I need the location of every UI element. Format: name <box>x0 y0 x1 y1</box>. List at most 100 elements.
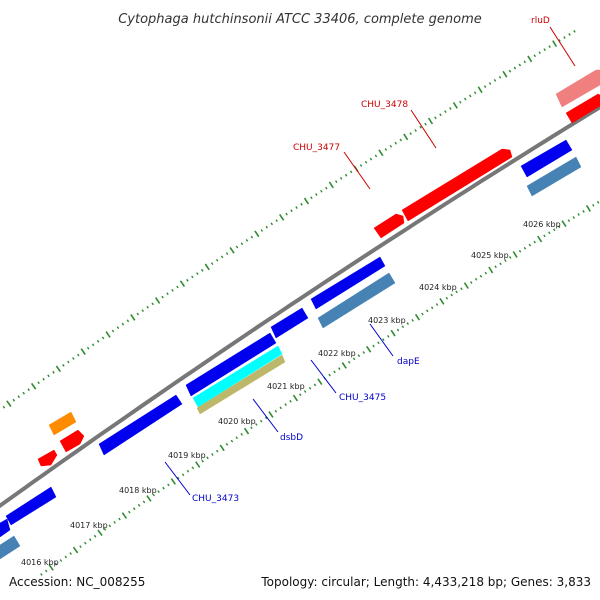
gene-reverse-11[interactable] <box>526 156 582 197</box>
minor-tick <box>69 552 72 555</box>
major-tick <box>452 101 458 109</box>
minor-tick <box>533 54 536 58</box>
minor-tick <box>108 524 112 528</box>
minor-tick <box>210 262 214 266</box>
minor-tick <box>285 212 288 216</box>
minor-tick <box>101 336 105 340</box>
minor-tick <box>77 353 80 357</box>
scale-label-4022: 4022 kbp <box>318 349 356 358</box>
gene-label-dsbd[interactable]: dsbD <box>280 433 303 443</box>
gene-reverse-7[interactable] <box>185 332 277 397</box>
minor-tick <box>369 157 373 161</box>
minor-tick <box>533 240 536 244</box>
genome-summary-text: Topology: circular; Length: 4,433,218 bp… <box>260 575 591 589</box>
minor-tick <box>299 393 302 397</box>
gene-reverse-6[interactable] <box>196 354 286 415</box>
scale-label-4020: 4020 kbp <box>218 417 256 426</box>
major-tick <box>170 478 176 485</box>
minor-tick <box>59 559 63 562</box>
minor-tick <box>270 222 273 226</box>
minor-tick <box>434 116 437 120</box>
minor-tick <box>445 296 449 300</box>
major-tick <box>403 133 409 141</box>
gene-forward-3[interactable] <box>59 429 85 453</box>
gene-forward-2[interactable] <box>48 411 77 436</box>
gene-label-chu3477[interactable]: CHU_3477 <box>293 143 340 153</box>
gene-label-dape[interactable]: dapE <box>397 357 420 367</box>
gene-reverse-12[interactable] <box>520 139 573 178</box>
minor-tick <box>538 51 541 55</box>
major-tick <box>30 382 37 390</box>
minor-tick <box>359 164 363 167</box>
minor-tick <box>259 419 263 423</box>
minor-tick <box>220 255 224 259</box>
minor-tick <box>333 370 336 374</box>
minor-tick <box>240 432 243 436</box>
gene-reverse-5[interactable] <box>192 345 283 408</box>
leader-line-rlud <box>549 26 576 67</box>
major-tick <box>55 365 62 373</box>
gene-forward-1[interactable] <box>37 449 58 467</box>
minor-tick <box>27 388 30 392</box>
minor-tick <box>191 275 194 279</box>
gene-reverse-3[interactable] <box>5 486 57 526</box>
major-tick <box>219 444 225 452</box>
major-tick <box>502 70 508 78</box>
minor-tick <box>62 363 65 367</box>
gene-reverse-9[interactable] <box>317 272 396 329</box>
gene-label-rlud[interactable]: rluD <box>531 16 550 26</box>
minor-tick <box>523 246 527 250</box>
minor-tick <box>421 312 424 316</box>
minor-tick <box>128 510 131 514</box>
minor-tick <box>235 436 239 440</box>
minor-tick <box>264 416 268 420</box>
major-tick <box>537 235 543 243</box>
minor-tick <box>494 265 497 269</box>
minor-tick <box>409 132 412 135</box>
minor-tick <box>548 231 551 235</box>
minor-tick <box>377 341 380 345</box>
scale-label-4019: 4019 kbp <box>168 451 206 460</box>
minor-tick <box>86 346 90 350</box>
minor-tick <box>389 144 393 148</box>
gene-reverse-4[interactable] <box>98 394 183 456</box>
major-tick <box>292 394 299 402</box>
gene-label-chu3478[interactable]: CHU_3478 <box>361 100 408 110</box>
gene-forward-5[interactable] <box>401 148 513 222</box>
major-tick <box>6 400 12 407</box>
major-tick <box>279 213 285 221</box>
minor-tick <box>450 293 453 297</box>
leader-line-dape <box>369 323 394 357</box>
minor-tick <box>265 225 268 229</box>
forward-tick-track <box>0 30 576 412</box>
gene-reverse-8[interactable] <box>270 307 309 339</box>
major-tick <box>303 197 310 205</box>
minor-tick <box>557 225 561 229</box>
minor-tick <box>215 258 219 262</box>
minor-tick <box>250 426 253 430</box>
scale-label-4021: 4021 kbp <box>267 382 305 391</box>
minor-tick <box>141 309 144 312</box>
gene-label-chu3475[interactable]: CHU_3475 <box>339 393 386 403</box>
minor-tick <box>372 344 375 348</box>
minor-tick <box>568 33 571 36</box>
gene-forward-7[interactable] <box>565 93 600 124</box>
minor-tick <box>362 351 366 354</box>
minor-tick <box>171 288 174 292</box>
minor-tick <box>84 541 87 545</box>
minor-tick <box>64 555 68 559</box>
genes <box>0 69 600 560</box>
minor-tick <box>67 360 70 364</box>
gene-forward-6[interactable] <box>555 69 600 108</box>
gene-reverse-1[interactable] <box>0 518 11 538</box>
gene-forward-4[interactable] <box>373 213 405 239</box>
gene-reverse-10[interactable] <box>310 256 386 310</box>
minor-tick <box>401 325 405 329</box>
minor-tick <box>325 186 328 190</box>
minor-tick <box>548 45 551 48</box>
gene-reverse-2[interactable] <box>0 535 21 560</box>
minor-tick <box>509 256 512 259</box>
minor-tick <box>284 403 287 406</box>
gene-label-chu3473[interactable]: CHU_3473 <box>192 494 239 504</box>
minor-tick <box>394 141 397 145</box>
